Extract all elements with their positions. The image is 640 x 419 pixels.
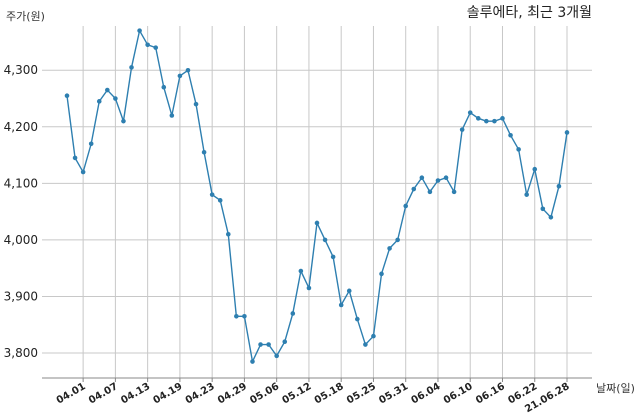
price-line bbox=[66, 28, 568, 364]
data-point bbox=[540, 206, 546, 212]
data-point bbox=[548, 214, 554, 220]
data-point bbox=[145, 42, 150, 48]
data-point bbox=[242, 313, 247, 319]
data-points bbox=[64, 28, 570, 364]
x-tick-label: 04.13 bbox=[119, 381, 152, 406]
data-point bbox=[137, 28, 142, 33]
tick-labels: 3,800 3,900 4,000 4,100 4,200 4,300 04.01 04.07… bbox=[4, 63, 572, 415]
x-tick-label: 04.19 bbox=[152, 381, 185, 406]
x-tick-label: 05.18 bbox=[313, 381, 346, 406]
data-point bbox=[371, 333, 376, 339]
data-point bbox=[258, 342, 263, 347]
data-point bbox=[419, 175, 425, 181]
data-point bbox=[225, 231, 231, 237]
y-tick-label: 4,100 bbox=[4, 176, 38, 190]
data-point bbox=[96, 99, 102, 104]
data-point bbox=[459, 127, 465, 132]
data-point bbox=[427, 189, 433, 195]
x-tick-label: 05.06 bbox=[248, 381, 281, 406]
data-point bbox=[274, 353, 279, 359]
data-point bbox=[564, 130, 570, 135]
x-tick-label: 04.01 bbox=[55, 381, 88, 406]
data-point bbox=[113, 96, 118, 101]
data-point bbox=[467, 110, 473, 115]
data-point bbox=[355, 316, 360, 322]
data-point bbox=[177, 73, 183, 79]
data-point bbox=[266, 342, 271, 347]
axes bbox=[42, 377, 592, 382]
x-tick-label: 05.31 bbox=[377, 381, 410, 406]
data-point bbox=[451, 189, 457, 195]
data-point bbox=[121, 118, 126, 124]
x-tick-label: 05.12 bbox=[281, 381, 314, 406]
data-point bbox=[298, 268, 304, 274]
data-point bbox=[169, 113, 175, 118]
x-tick-label: 04.29 bbox=[216, 381, 249, 406]
data-point bbox=[105, 87, 110, 93]
data-point bbox=[363, 342, 368, 347]
data-point bbox=[322, 237, 328, 243]
x-tick-label: 04.07 bbox=[87, 381, 120, 406]
data-point bbox=[217, 198, 223, 203]
data-point bbox=[492, 118, 497, 124]
data-point bbox=[500, 116, 505, 121]
data-point bbox=[435, 178, 441, 183]
x-tick-label: 06.10 bbox=[442, 381, 475, 406]
chart-title: 솔루에타, 최근 3개월 bbox=[467, 5, 592, 21]
data-point bbox=[290, 311, 296, 316]
x-axis-label: 날짜(일) bbox=[596, 381, 635, 395]
data-point bbox=[88, 141, 94, 147]
data-point bbox=[387, 246, 392, 251]
x-tick-label: 06.16 bbox=[474, 381, 507, 406]
grid-lines bbox=[42, 26, 592, 378]
data-point bbox=[330, 254, 336, 260]
data-point bbox=[80, 169, 86, 175]
x-tick-label: 06.04 bbox=[410, 381, 443, 406]
data-point bbox=[209, 192, 215, 197]
data-point bbox=[346, 288, 352, 294]
data-point bbox=[161, 84, 167, 90]
data-point bbox=[314, 220, 320, 226]
data-point bbox=[395, 237, 400, 243]
data-point bbox=[516, 147, 521, 152]
data-point bbox=[282, 339, 288, 345]
data-point bbox=[475, 116, 481, 121]
data-point bbox=[306, 285, 312, 291]
data-point bbox=[185, 67, 191, 73]
data-point bbox=[193, 101, 199, 107]
data-point bbox=[532, 166, 538, 172]
data-point bbox=[234, 313, 239, 319]
data-point bbox=[403, 203, 409, 209]
data-point bbox=[201, 149, 207, 155]
y-tick-label: 4,300 bbox=[4, 63, 38, 77]
data-point bbox=[379, 271, 384, 277]
data-point bbox=[72, 155, 78, 161]
y-axis-label: 주가(원) bbox=[6, 10, 45, 23]
data-point bbox=[250, 359, 255, 364]
y-tick-label: 3,900 bbox=[4, 289, 38, 303]
data-point bbox=[411, 186, 417, 192]
y-tick-label: 3,800 bbox=[4, 346, 38, 360]
y-tick-label: 4,000 bbox=[4, 233, 38, 247]
data-point bbox=[524, 192, 529, 197]
data-point bbox=[484, 118, 489, 124]
data-point bbox=[153, 45, 159, 50]
series-line-layer bbox=[66, 28, 568, 364]
data-point bbox=[443, 175, 449, 181]
data-point bbox=[338, 302, 344, 308]
y-tick-label: 4,200 bbox=[4, 120, 38, 134]
data-point bbox=[129, 65, 134, 70]
data-point bbox=[508, 132, 513, 138]
data-point bbox=[556, 183, 562, 189]
x-tick-label: 04.23 bbox=[184, 381, 217, 406]
data-point bbox=[64, 93, 70, 98]
x-tick-label: 05.25 bbox=[345, 381, 378, 406]
